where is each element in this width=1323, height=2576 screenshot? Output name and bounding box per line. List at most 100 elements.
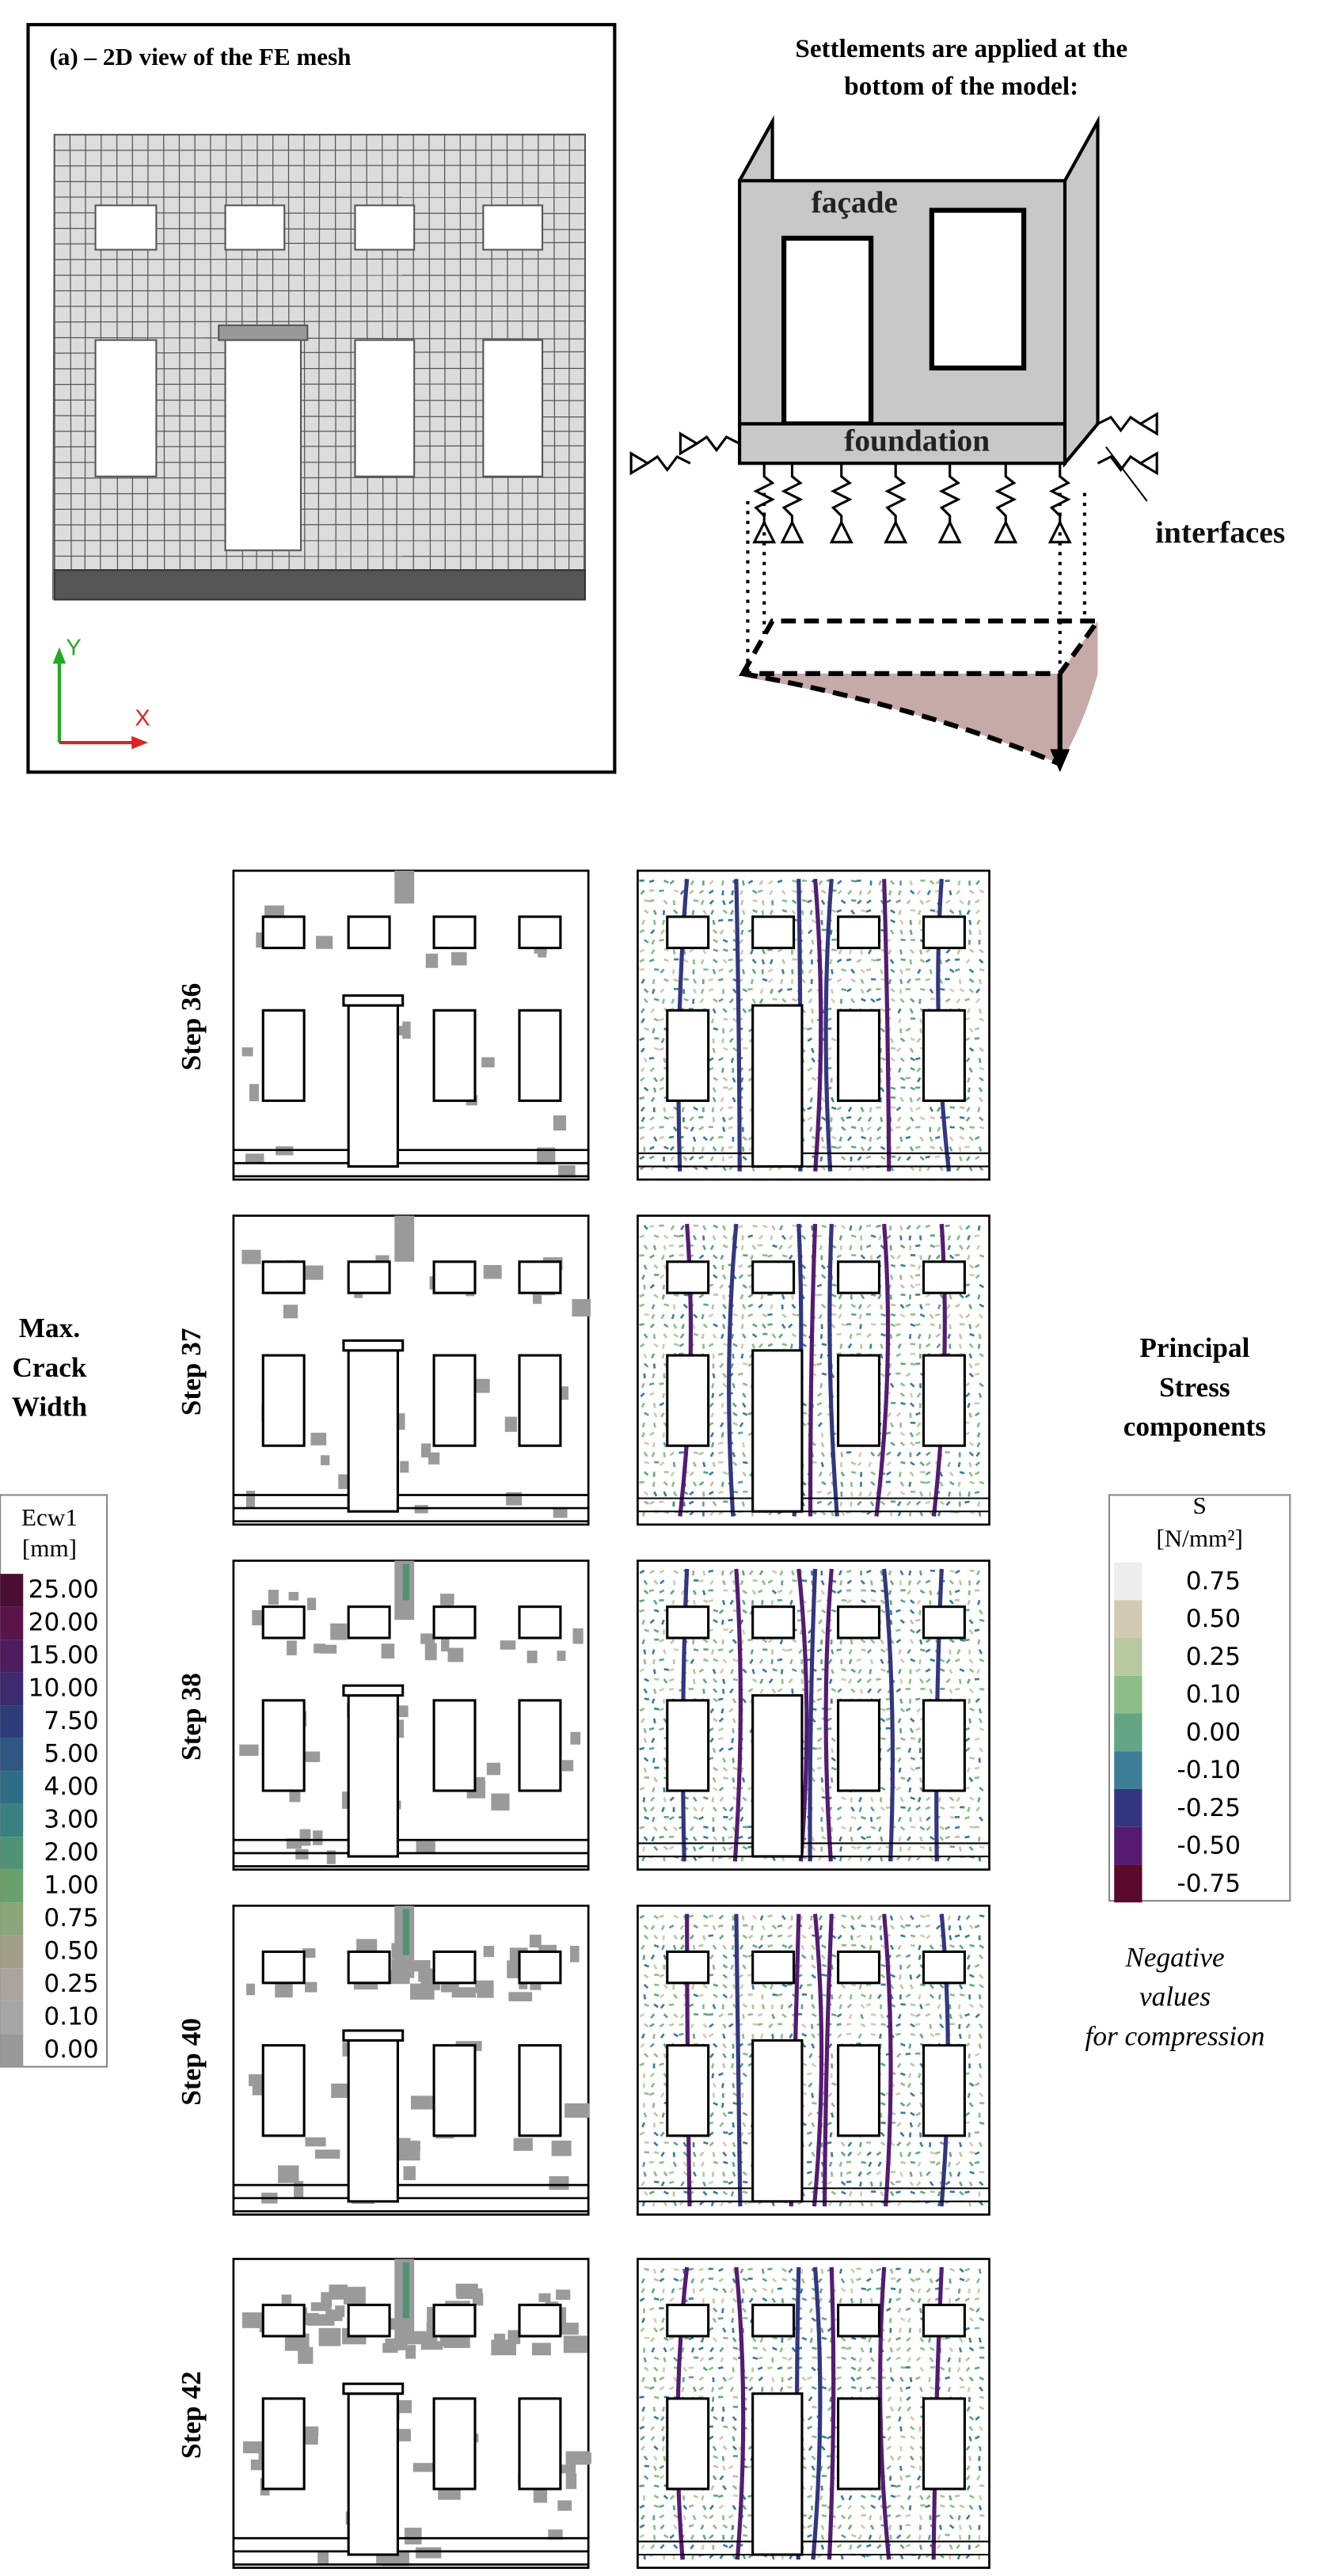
stress-tick [722, 2308, 723, 2313]
stress-tick [787, 1650, 792, 1651]
stress-tick [709, 2014, 713, 2015]
opening [263, 2046, 304, 2136]
stress-tick [881, 2024, 886, 2025]
crack-patch [252, 1610, 262, 1625]
stress-tick [929, 1255, 930, 1260]
stress-tick [860, 891, 861, 895]
stress-tick [654, 1689, 656, 1693]
stress-tick [979, 1334, 980, 1339]
stress-tick [640, 1097, 644, 1099]
crack-patch [249, 2074, 263, 2086]
stress-tick [926, 1225, 930, 1227]
stress-tick [733, 1777, 734, 1782]
stress-tick [654, 1610, 659, 1612]
stress-tick [840, 1236, 842, 1241]
crack-patch [514, 2138, 533, 2151]
stress-tick [881, 1837, 883, 1841]
stress-tick [911, 930, 912, 935]
stress-tick [654, 1334, 655, 1339]
stress-tick [909, 2073, 911, 2078]
stress-tick [915, 1058, 920, 1059]
stress-tick [979, 969, 984, 970]
support [1140, 414, 1157, 434]
stress-tick [669, 1669, 674, 1670]
step-row: Step 40 [176, 1905, 989, 2214]
stress-tick [841, 1502, 842, 1506]
stress-tick [743, 1462, 747, 1463]
stress-tick [900, 1275, 901, 1279]
stress-tick [822, 1147, 827, 1149]
support [1140, 454, 1157, 473]
stress-tick [733, 1383, 735, 1388]
stress-tick [722, 2298, 723, 2303]
stress-tick [652, 1373, 654, 1378]
stress-tick [659, 1383, 663, 1384]
stress-tick [920, 1659, 921, 1664]
stress-tick [767, 1324, 772, 1325]
opening [667, 1355, 709, 1446]
stress-tick [920, 1344, 921, 1349]
stress-tick [950, 1590, 951, 1595]
stress-tick [712, 1019, 713, 1024]
stress-tick [900, 1462, 905, 1463]
stress-tick [850, 1334, 851, 1339]
stress-tick [920, 1571, 921, 1575]
axis-label: X [135, 706, 150, 731]
stress-tick [970, 2171, 975, 2173]
stress-tick [732, 2318, 733, 2323]
stress-tick [926, 2014, 930, 2016]
stress-tick [817, 1491, 822, 1492]
crack-patch [416, 2548, 441, 2559]
stress-tick [891, 1048, 895, 1049]
step-label: Step 42 [176, 2371, 207, 2459]
stress-tick [935, 1137, 940, 1138]
stress-tick [649, 880, 654, 882]
stress-tick [910, 2133, 911, 2137]
stress-tick [723, 1324, 724, 1329]
crack-patch [295, 1849, 308, 1860]
crack-patch [325, 2309, 342, 2321]
stress-tick [713, 920, 714, 925]
stress-tick [723, 1039, 724, 1043]
stress-tick [871, 2182, 872, 2187]
stress-tick [930, 2162, 935, 2163]
stress-tick [781, 2004, 782, 2009]
stress-tick [742, 1245, 743, 1250]
opening [753, 2040, 802, 2201]
stress-tick [895, 2034, 900, 2035]
stress-tick [979, 1068, 984, 1070]
window [483, 340, 542, 477]
stress-tick [899, 1669, 900, 1674]
stress-tick [713, 1028, 718, 1029]
stress-tick [792, 1689, 793, 1693]
stress-tick [970, 1127, 975, 1128]
crack-patch [278, 2165, 298, 2183]
stress-tick [900, 1137, 902, 1142]
opening [519, 1951, 561, 1982]
stress-tick [748, 2014, 753, 2015]
stress-tick [866, 2004, 871, 2006]
stress-tick [851, 2298, 853, 2303]
stress-tick [782, 1255, 787, 1256]
stress-tick [831, 1147, 836, 1148]
stress-tick [899, 1837, 901, 1841]
crack-patch [394, 1216, 414, 1262]
stress-tick [682, 1324, 684, 1329]
stress-tick [969, 2289, 970, 2293]
opening [434, 917, 475, 948]
stress-tick [911, 1827, 915, 1828]
stress-tick [817, 1768, 822, 1769]
stress-tick [975, 2162, 979, 2163]
stress-tick [979, 2044, 980, 2049]
crack-patch [457, 2289, 483, 2299]
stress-tick [910, 1699, 911, 1704]
stress-tick [674, 1344, 679, 1346]
crack-patch [382, 1643, 395, 1658]
stress-tick [723, 949, 728, 951]
stress-tick [842, 1916, 846, 1917]
stress-tick [768, 1945, 773, 1947]
stress-tick [674, 949, 675, 954]
interface-spring [648, 457, 690, 470]
stress-tick [929, 2338, 930, 2342]
opening [434, 1262, 475, 1293]
